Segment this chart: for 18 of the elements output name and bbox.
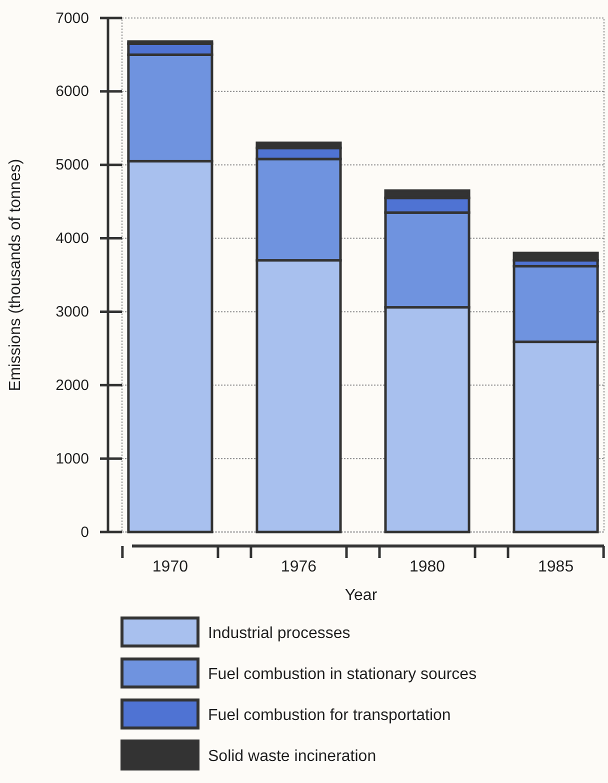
y-tick-label: 2000 <box>56 376 89 394</box>
x-axis-title: Year <box>344 587 378 604</box>
y-tick-label: 1000 <box>56 450 89 468</box>
legend-label: Fuel combustion for transportation <box>208 707 451 724</box>
y-tick-label: 5000 <box>56 156 89 174</box>
y-tick-label: 4000 <box>56 230 89 248</box>
y-tick-label: 7000 <box>56 10 89 27</box>
y-tick-label: 6000 <box>56 83 89 100</box>
x-tick-label: 1985 <box>538 558 574 576</box>
y-axis-title: Emissions (thousands of tonnes) <box>7 158 24 392</box>
x-tick-label: 1980 <box>409 558 446 576</box>
x-tick-label: 1970 <box>152 558 188 576</box>
legend-label: Industrial processes <box>208 625 350 642</box>
legend-label: Fuel combustion in stationary sources <box>208 666 477 683</box>
x-tick-label: 1976 <box>280 558 317 576</box>
y-tick-label: 3000 <box>56 304 89 321</box>
y-tick-label: 0 <box>80 524 89 541</box>
legend-label: Solid waste incineration <box>208 748 376 765</box>
